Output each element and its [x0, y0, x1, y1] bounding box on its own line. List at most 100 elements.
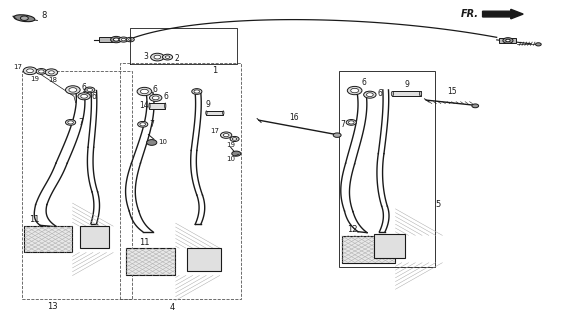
Bar: [99, 37, 114, 43]
Circle shape: [349, 121, 354, 124]
Text: 13: 13: [47, 302, 58, 311]
Circle shape: [151, 53, 164, 61]
Circle shape: [20, 16, 28, 20]
Circle shape: [49, 71, 54, 74]
Bar: [80, 226, 109, 248]
Text: 6: 6: [153, 85, 158, 94]
Bar: [206, 111, 223, 115]
Bar: [150, 103, 166, 109]
Text: 2: 2: [174, 53, 179, 62]
Circle shape: [68, 121, 73, 124]
Text: 4: 4: [170, 303, 175, 312]
Ellipse shape: [164, 103, 166, 109]
Ellipse shape: [223, 111, 224, 115]
Text: 7: 7: [149, 120, 154, 129]
Circle shape: [78, 93, 90, 100]
Circle shape: [127, 37, 134, 42]
Circle shape: [114, 38, 119, 41]
Circle shape: [27, 69, 33, 73]
Circle shape: [192, 89, 202, 94]
Ellipse shape: [14, 15, 35, 22]
Circle shape: [503, 38, 513, 44]
Text: 19: 19: [30, 76, 39, 82]
Bar: [120, 63, 241, 299]
Text: 5: 5: [436, 200, 441, 209]
Text: 14: 14: [139, 101, 149, 110]
Bar: [24, 226, 72, 252]
Circle shape: [69, 88, 77, 92]
Circle shape: [129, 39, 132, 41]
Text: 19: 19: [226, 142, 235, 148]
Bar: [339, 71, 434, 267]
Circle shape: [111, 36, 122, 43]
Bar: [499, 38, 516, 44]
Text: 9: 9: [206, 100, 211, 109]
Text: 8: 8: [41, 11, 47, 20]
Text: 6: 6: [377, 89, 382, 98]
Text: 18: 18: [48, 76, 57, 83]
Circle shape: [121, 38, 126, 41]
Text: 3: 3: [144, 52, 149, 60]
Circle shape: [154, 55, 161, 59]
Circle shape: [85, 87, 95, 93]
Text: 15: 15: [447, 87, 457, 96]
Text: 17: 17: [13, 64, 22, 70]
Text: 10: 10: [159, 140, 167, 146]
Text: FR.: FR.: [460, 9, 479, 19]
Text: 1: 1: [212, 66, 218, 75]
Circle shape: [141, 89, 149, 94]
Circle shape: [223, 133, 229, 137]
Circle shape: [45, 69, 58, 76]
Circle shape: [232, 151, 241, 156]
FancyArrow shape: [483, 9, 523, 19]
Text: 16: 16: [289, 113, 298, 122]
Circle shape: [87, 88, 93, 92]
Circle shape: [194, 90, 199, 93]
Circle shape: [346, 120, 357, 125]
Circle shape: [147, 140, 157, 145]
Ellipse shape: [149, 103, 150, 109]
Bar: [22, 71, 132, 299]
Circle shape: [163, 54, 172, 60]
Circle shape: [138, 122, 148, 127]
Bar: [375, 234, 405, 258]
Circle shape: [364, 91, 376, 98]
Text: 10: 10: [226, 156, 235, 162]
Text: 6: 6: [81, 83, 86, 92]
Text: 6: 6: [163, 92, 168, 101]
Circle shape: [81, 94, 88, 98]
Circle shape: [347, 86, 362, 95]
Text: 11: 11: [139, 238, 150, 247]
Text: 6: 6: [361, 78, 366, 87]
Ellipse shape: [206, 111, 207, 115]
Bar: [186, 248, 220, 271]
Circle shape: [23, 67, 37, 75]
Text: 9: 9: [404, 80, 409, 89]
Circle shape: [66, 120, 76, 125]
Circle shape: [36, 68, 46, 74]
Circle shape: [536, 43, 541, 46]
Circle shape: [38, 70, 44, 73]
Circle shape: [230, 136, 239, 141]
Text: 11: 11: [29, 215, 40, 224]
Circle shape: [140, 123, 146, 126]
Circle shape: [166, 56, 170, 58]
Circle shape: [232, 138, 237, 140]
Circle shape: [137, 87, 152, 96]
Circle shape: [153, 96, 159, 100]
Circle shape: [472, 104, 479, 108]
Text: 7: 7: [341, 120, 346, 130]
Text: 17: 17: [210, 128, 219, 134]
Bar: [393, 91, 420, 96]
Circle shape: [220, 132, 232, 138]
Circle shape: [351, 88, 359, 93]
Text: 7: 7: [79, 118, 84, 127]
Text: 6: 6: [92, 92, 97, 101]
Circle shape: [333, 133, 341, 137]
Bar: [342, 236, 396, 263]
Text: 12: 12: [347, 225, 358, 234]
Circle shape: [66, 86, 80, 94]
Circle shape: [506, 39, 510, 42]
Bar: [126, 248, 175, 275]
Ellipse shape: [392, 92, 394, 96]
